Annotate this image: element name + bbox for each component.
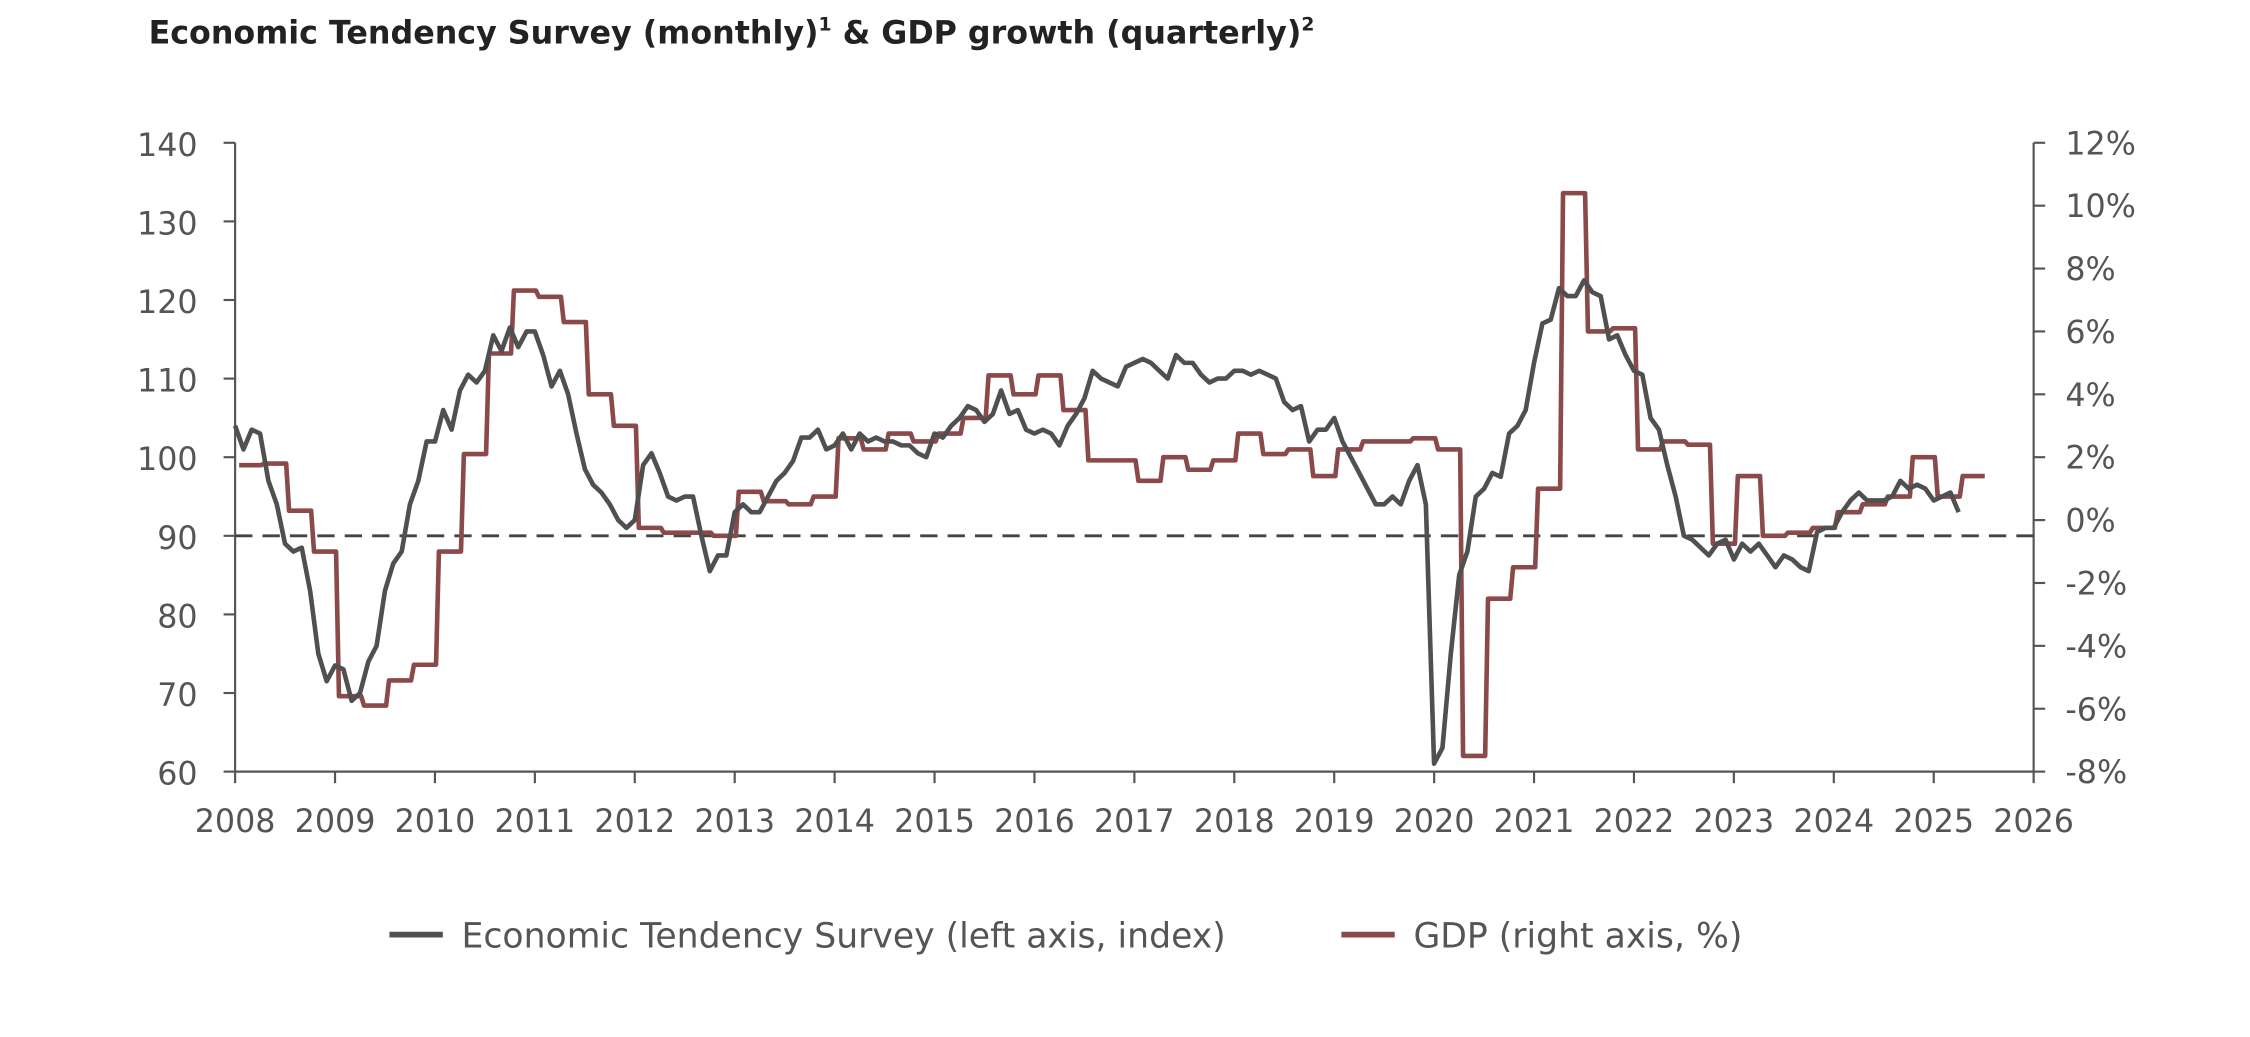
x-tick-label: 2008 bbox=[195, 804, 276, 840]
legend-label-ets: Economic Tendency Survey (left axis, ind… bbox=[462, 917, 1226, 957]
x-tick-label: 2019 bbox=[1294, 804, 1375, 840]
x-tick-label: 2021 bbox=[1494, 804, 1575, 840]
x-tick-label: 2018 bbox=[1194, 804, 1275, 840]
x-tick-label: 2012 bbox=[594, 804, 675, 840]
x-tick-label: 2026 bbox=[1993, 804, 2074, 840]
plot-area bbox=[232, 190, 2034, 766]
x-tick-label: 2009 bbox=[295, 804, 376, 840]
right-tick-label: -6% bbox=[2065, 692, 2127, 728]
right-tick-label: 10% bbox=[2065, 189, 2136, 225]
x-tick-label: 2017 bbox=[1094, 804, 1175, 840]
x-tick-label: 2020 bbox=[1394, 804, 1475, 840]
x-tick-label: 2025 bbox=[1893, 804, 1974, 840]
right-tick-label: -2% bbox=[2065, 567, 2127, 603]
left-tick-label: 120 bbox=[137, 285, 198, 321]
x-tick-label: 2015 bbox=[894, 804, 975, 840]
x-tick-label: 2011 bbox=[494, 804, 575, 840]
x-tick-label: 2014 bbox=[794, 804, 875, 840]
x-tick-label: 2010 bbox=[395, 804, 476, 840]
left-tick-label: 110 bbox=[137, 364, 198, 400]
x-tick-label: 2023 bbox=[1694, 804, 1775, 840]
left-tick-label: 80 bbox=[157, 599, 197, 635]
x-tick-label: 2013 bbox=[694, 804, 775, 840]
right-tick-label: 8% bbox=[2065, 252, 2115, 288]
left-tick-label: 90 bbox=[157, 521, 197, 557]
left-tick-label: 60 bbox=[157, 757, 197, 793]
right-tick-label: 4% bbox=[2065, 378, 2115, 414]
ets-series-line bbox=[232, 278, 1961, 766]
legend-label-gdp: GDP (right axis, %) bbox=[1413, 917, 1742, 957]
left-tick-label: 70 bbox=[157, 678, 197, 714]
gdp-series-line bbox=[239, 190, 1985, 759]
right-tick-label: 2% bbox=[2065, 441, 2115, 477]
left-tick-label: 100 bbox=[137, 442, 198, 478]
right-tick-label: -4% bbox=[2065, 629, 2127, 665]
x-tick-label: 2016 bbox=[994, 804, 1075, 840]
axes: 60 70 80 90 100 110 120 130 140 -8% -6% -4% -2% 0% 2% 4… bbox=[137, 126, 2136, 840]
legend: Economic Tendency Survey (left axis, ind… bbox=[389, 917, 1742, 957]
right-tick-label: 0% bbox=[2065, 504, 2115, 540]
right-tick-label: 12% bbox=[2065, 126, 2136, 162]
left-tick-label: 140 bbox=[137, 128, 198, 164]
right-tick-label: -8% bbox=[2065, 755, 2127, 791]
chart-title: Economic Tendency Survey (monthly)1 & GD… bbox=[149, 14, 1315, 51]
right-tick-label: 6% bbox=[2065, 315, 2115, 351]
x-tick-label: 2024 bbox=[1793, 804, 1874, 840]
x-tick-label: 2022 bbox=[1594, 804, 1675, 840]
left-tick-label: 130 bbox=[137, 206, 198, 242]
